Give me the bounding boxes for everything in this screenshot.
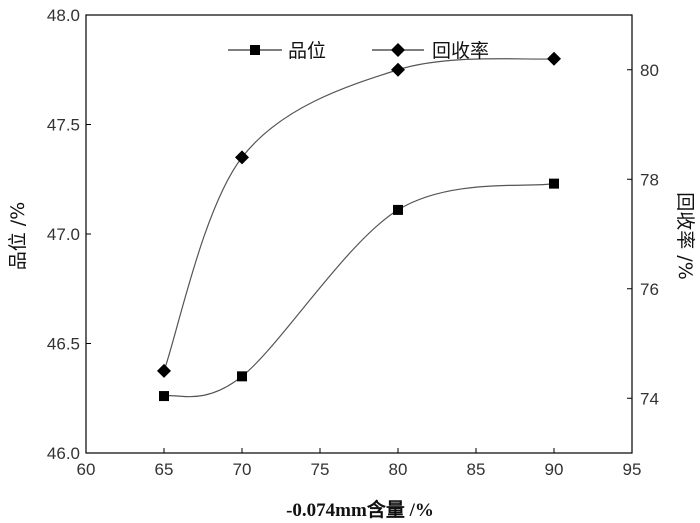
- x-axis-title: -0.074mm含量 /%: [286, 498, 434, 521]
- left-y-tick-label: 47.5: [47, 116, 80, 135]
- x-tick-label: 70: [233, 460, 252, 479]
- left-y-tick-label: 48.0: [47, 6, 80, 25]
- series-line-diamond: [163, 58, 555, 372]
- legend-marker-diamond: [391, 43, 405, 57]
- right-y-tick-label: 80: [640, 61, 659, 80]
- x-tick-label: 65: [155, 460, 174, 479]
- data-point-diamond: [235, 150, 249, 165]
- left-y-tick-label: 47.0: [47, 225, 80, 244]
- x-tick-label: 95: [623, 460, 642, 479]
- data-point-square: [549, 178, 559, 189]
- left-y-tick-label: 46.5: [47, 335, 80, 354]
- x-tick-label: 85: [467, 460, 486, 479]
- x-tick-label: 60: [77, 460, 96, 479]
- legend-label: 品位: [288, 40, 326, 62]
- data-point-diamond: [391, 62, 405, 77]
- right-axis-title: 回收率 /%: [674, 192, 696, 280]
- x-tick-label: 90: [545, 460, 564, 479]
- x-tick-label: 75: [311, 460, 330, 479]
- x-tick-label: 80: [389, 460, 408, 479]
- right-y-tick-label: 76: [640, 280, 659, 299]
- data-point-diamond: [157, 363, 171, 378]
- legend-label: 回收率: [432, 40, 489, 62]
- legend-marker-square: [250, 45, 260, 55]
- series-line-square: [163, 183, 555, 398]
- right-y-tick-label: 78: [640, 170, 659, 189]
- left-y-tick-label: 46.0: [47, 444, 80, 463]
- data-point-diamond: [547, 51, 561, 66]
- right-y-tick-label: 74: [640, 389, 659, 408]
- data-point-square: [237, 371, 247, 382]
- data-point-square: [159, 391, 169, 402]
- plot-frame: [85, 14, 633, 454]
- data-point-square: [393, 204, 403, 215]
- left-axis-title: 品位 /%: [7, 202, 29, 271]
